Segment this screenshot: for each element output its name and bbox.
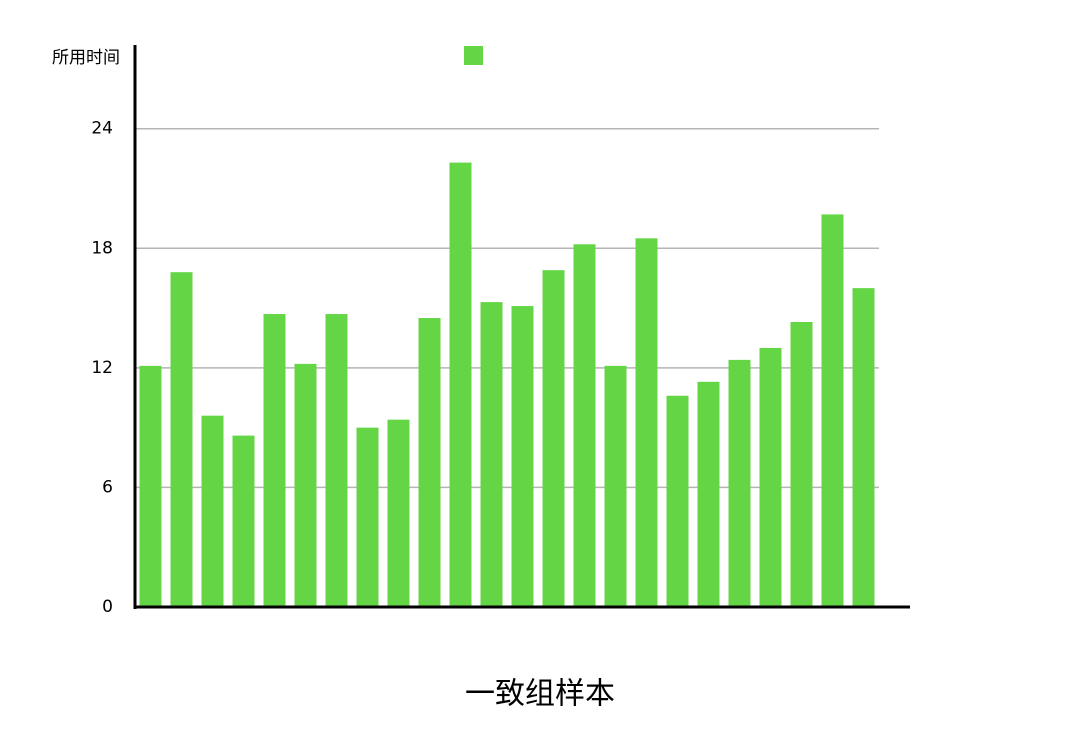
bar [263,314,286,607]
bar [170,272,193,607]
bar [449,162,472,608]
bar [232,435,255,607]
bar [294,363,317,607]
bar [418,318,441,607]
bar [728,359,751,607]
bar [542,270,565,607]
bar [356,427,379,607]
bar [573,244,596,608]
bar [697,381,720,607]
bar [387,419,410,607]
bar [604,365,627,607]
bar [821,214,844,607]
y-tick-label: 0 [102,597,113,617]
bar [201,415,224,607]
bar [852,288,875,607]
y-tick-label: 12 [91,358,113,378]
bar [511,306,534,607]
bar [325,314,348,607]
bar [139,365,162,607]
legend-swatch [464,46,483,65]
bar [480,302,503,607]
bar [635,238,658,607]
x-axis-label: 一致组样本 [465,677,615,712]
bar [790,322,813,607]
bar [759,347,782,607]
y-tick-label: 24 [91,119,113,139]
y-tick-label: 6 [102,477,113,497]
y-axis-label: 所用时间 [52,48,120,68]
bar [666,395,689,607]
y-tick-label: 18 [91,238,113,258]
